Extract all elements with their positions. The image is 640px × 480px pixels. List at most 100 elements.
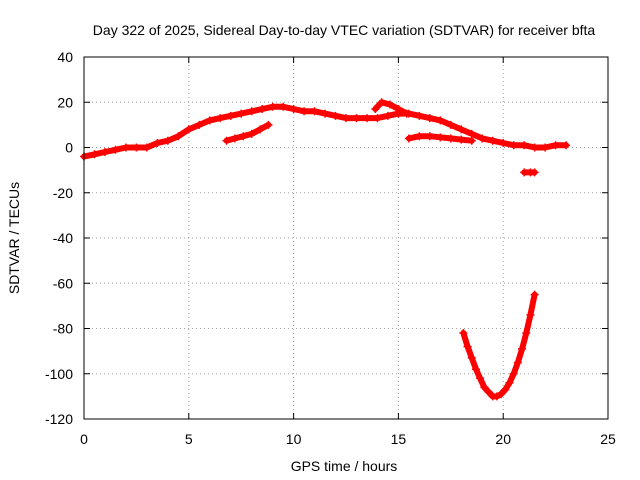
data-point (476, 374, 485, 383)
data-point (237, 109, 246, 118)
data-point (530, 290, 539, 299)
data-point (174, 132, 183, 141)
data-point (300, 107, 309, 116)
data-point (222, 136, 231, 145)
data-point (331, 111, 340, 120)
data-point (310, 107, 319, 116)
data-point (509, 369, 518, 378)
data-point (377, 98, 386, 107)
x-tick-label: 5 (185, 431, 193, 447)
x-axis-label: GPS time / hours (291, 458, 398, 474)
data-point (362, 114, 371, 123)
plot-frame (83, 56, 609, 420)
series-segment-2 (371, 98, 411, 118)
data-point (153, 138, 162, 147)
y-axis-label: SDTVAR / TECUs (6, 182, 22, 294)
data-point (492, 392, 501, 401)
data-point (562, 141, 571, 150)
data-point (268, 102, 277, 111)
data-point (463, 342, 472, 351)
chart-title: Day 322 of 2025, Sidereal Day-to-day VTE… (93, 22, 596, 38)
data-point (505, 378, 514, 387)
series-dip-arc (459, 290, 539, 401)
data-point (383, 111, 392, 120)
data-point (111, 145, 120, 154)
y-tick-label: -120 (45, 411, 73, 427)
data-point (480, 383, 489, 392)
data-point (457, 135, 466, 144)
x-tick-label: 15 (391, 431, 407, 447)
data-point (415, 132, 424, 141)
series-main-arc (80, 102, 571, 161)
data-point (342, 114, 350, 123)
data-point (415, 111, 424, 120)
data-point (195, 120, 204, 129)
data-point (459, 329, 468, 338)
data-point (205, 116, 214, 125)
data-point (467, 129, 476, 138)
data-point (289, 105, 298, 114)
data-point (522, 329, 531, 338)
data-point (247, 107, 256, 116)
data-point (121, 143, 130, 152)
data-point (90, 150, 99, 159)
data-point (230, 134, 239, 143)
y-tick-label: 0 (65, 140, 73, 156)
x-tick-label: 20 (495, 431, 511, 447)
data-point (551, 141, 560, 150)
data-point (394, 105, 403, 114)
data-point (371, 105, 380, 114)
data-point (373, 114, 382, 123)
data-point (446, 120, 455, 129)
data-point (513, 358, 522, 367)
data-point (497, 390, 506, 399)
data-point (247, 129, 256, 138)
data-point (256, 125, 265, 134)
data-point (436, 133, 445, 142)
data-point (425, 114, 434, 123)
data-point (471, 365, 480, 374)
series-segment-1 (222, 120, 273, 145)
data-point (518, 344, 527, 353)
data-point (501, 385, 510, 394)
y-tick-label: -60 (53, 275, 73, 291)
data-point (352, 114, 361, 123)
y-tick-label: -40 (53, 230, 73, 246)
data-point (457, 125, 466, 134)
data-point (142, 143, 151, 152)
data-point (279, 102, 288, 111)
series-segment-4 (520, 168, 539, 177)
y-tick-label: -20 (53, 185, 73, 201)
data-point (258, 105, 267, 114)
data-point (226, 111, 235, 120)
y-tick-label: 40 (57, 49, 73, 65)
data-point (530, 143, 539, 152)
data-point (520, 141, 529, 150)
series-line (460, 291, 538, 400)
data-point (530, 168, 539, 177)
data-point (132, 143, 141, 152)
x-tick-label: 0 (80, 431, 88, 447)
data-point (425, 132, 434, 141)
x-tick-label: 10 (286, 431, 302, 447)
data-point (402, 109, 411, 118)
data-point (509, 141, 518, 150)
data-point (446, 134, 455, 143)
data-point (541, 143, 550, 152)
gridlines (84, 57, 608, 419)
data-point (478, 134, 487, 143)
data-point (321, 109, 330, 118)
data-point (484, 387, 493, 396)
data-point (526, 310, 535, 319)
data-point (467, 136, 476, 145)
data-point (467, 353, 476, 362)
data-point (184, 125, 193, 134)
data-point (239, 132, 248, 141)
data-point (386, 100, 395, 109)
data-point (404, 134, 413, 143)
series-segment-3 (404, 132, 476, 145)
y-tick-label: -100 (45, 366, 73, 382)
data-point (264, 120, 273, 129)
y-tick-label: 20 (57, 94, 73, 110)
